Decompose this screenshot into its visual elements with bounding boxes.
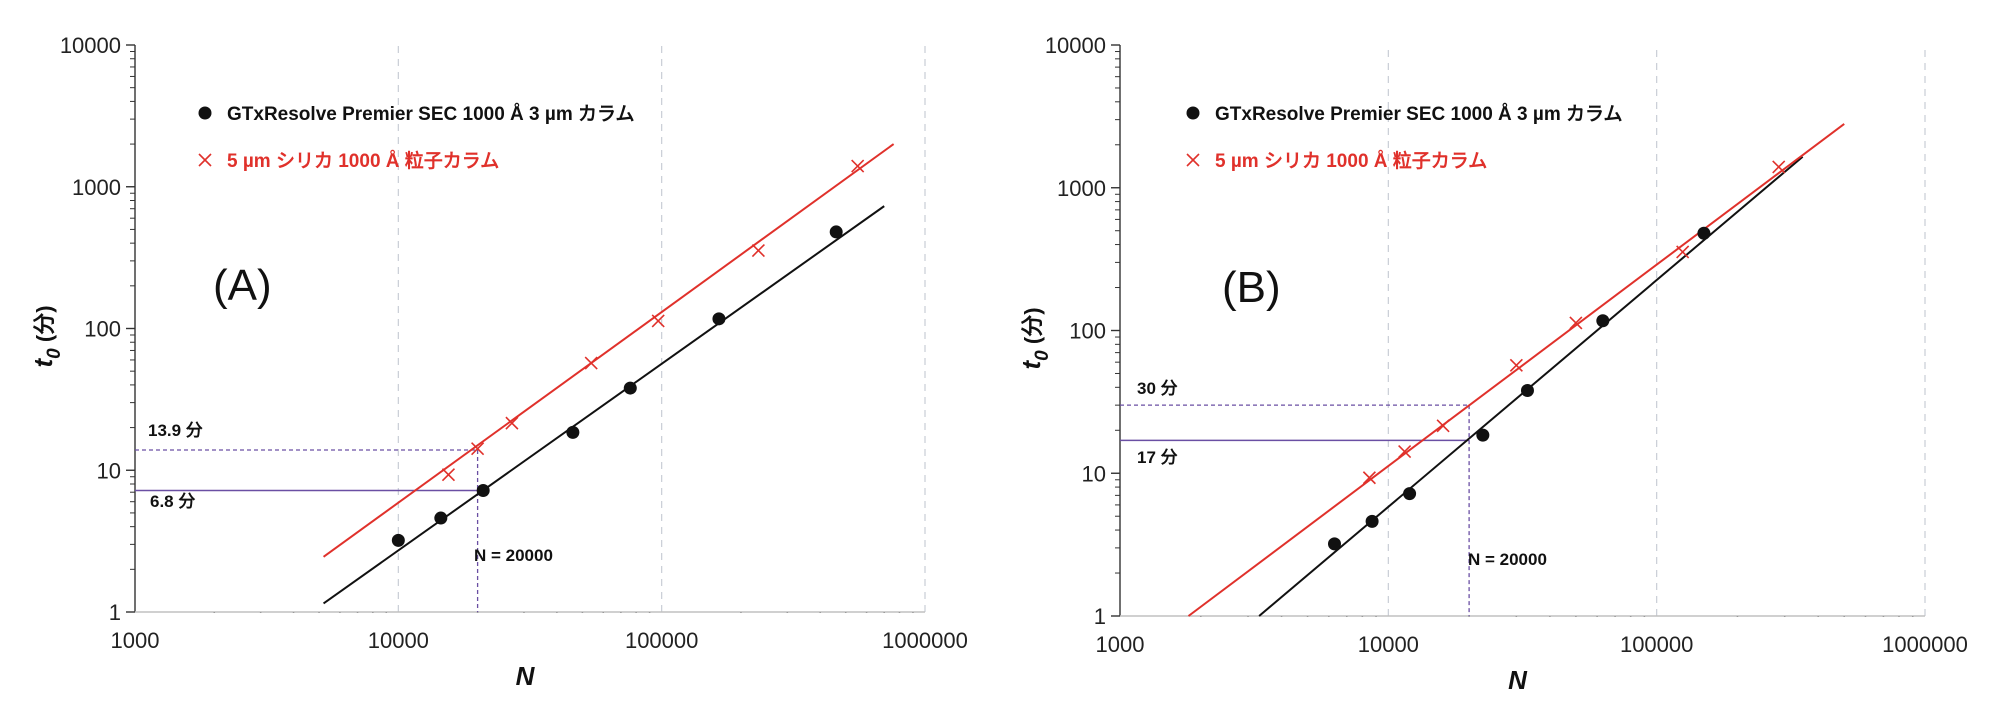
y-tick-label: 10000 [1045,33,1106,58]
data-point-gtx [1365,514,1379,528]
data-point-gtx [1403,487,1417,501]
x-tick-label: 100000 [625,628,698,653]
y-tick-label: 1 [109,600,121,625]
y-tick-label: 10000 [60,33,121,58]
data-point-silica [584,356,598,370]
data-point-silica [651,314,665,328]
data-point-gtx [712,312,726,326]
data-point-gtx [1476,428,1490,442]
data-point-silica [1398,444,1412,459]
data-point-gtx [1697,226,1711,240]
x-marker-stroke [441,468,456,482]
legend-marker-silica [1186,153,1200,167]
x-marker-stroke [1398,444,1412,459]
legend-label-silica: 5 µm シリカ 1000 Å 粒子カラム [1215,149,1487,172]
legend-label-silica: 5 µm シリカ 1000 Å 粒子カラム [227,149,499,172]
annotation-lower-label: 6.8 分 [150,492,195,511]
x-marker-stroke [584,356,598,370]
data-point-gtx [566,425,580,439]
data-point-silica [1772,160,1786,174]
data-point-silica [1362,471,1376,485]
data-point-gtx [434,511,448,525]
x-tick-label: 1000000 [1882,632,1968,657]
x-tick-label: 10000 [1358,632,1419,657]
data-point-gtx [829,225,843,239]
data-point-silica [1436,419,1450,433]
y-tick-label: 10 [1082,461,1106,486]
x-marker-stroke [1362,471,1376,485]
legend-label-gtx: GTxResolve Premier SEC 1000 Å 3 µm カラム [227,103,634,125]
data-point-gtx [1520,383,1534,397]
y-axis-title: t0 (分) [28,305,65,367]
y-axis-title: t0 (分) [1016,307,1053,369]
annotation-upper-label: 30 分 [1137,379,1178,398]
panel-b: 1 10 100 1000 10000 1000 10000 100000 1000000 Nt0… [1016,33,1968,695]
fit-line-silica [322,143,895,558]
x-marker-stroke [1436,419,1450,433]
x-marker-stroke [471,442,485,456]
x-marker-stroke [1772,160,1786,174]
data-point-silica [751,243,765,258]
legend: GTxResolve Premier SEC 1000 Å 3 µm カラム 5 … [198,103,634,172]
y-tick-label: 10 [97,458,121,483]
x-tick-label: 1000 [111,628,160,653]
x-tick-label: 1000 [1096,632,1145,657]
y-tick-label: 100 [84,317,121,342]
data-point-gtx [1596,314,1610,328]
legend-marker-gtx [1186,106,1200,120]
x-marker-stroke [751,243,765,258]
x-tick-label: 10000 [368,628,429,653]
legend-marker-silica [198,153,212,167]
x-tick-label: 1000000 [882,628,968,653]
legend: GTxResolve Premier SEC 1000 Å 3 µm カラム 5 … [1186,103,1622,172]
x-marker-stroke [1509,358,1523,372]
x-marker-stroke [851,159,865,173]
data-point-silica [1509,358,1523,372]
legend-label-gtx: GTxResolve Premier SEC 1000 Å 3 µm カラム [1215,103,1622,125]
data-point-silica [851,159,865,173]
annotation-lower-label: 17 分 [1137,448,1178,467]
legend-marker-gtx [198,106,212,120]
x-axis-title: N [1508,665,1528,695]
x-marker-stroke [505,416,519,430]
data-point-silica [1676,245,1690,259]
fit-line-silica [1187,123,1845,617]
y-tick-label: 100 [1069,319,1106,344]
x-marker-stroke [651,314,665,328]
x-tick-label: 100000 [1620,632,1693,657]
x-axis-title: N [516,661,536,691]
data-point-gtx [623,381,637,395]
data-point-silica [441,468,456,482]
data-point-silica [505,416,519,430]
data-point-silica [471,442,485,456]
panel-a: 1 10 100 1000 10000 1000 10000 100000 1000000 Nt0… [28,33,968,691]
data-point-gtx [391,533,405,547]
y-tick-label: 1000 [72,175,121,200]
x-marker-stroke [1569,316,1583,330]
data-point-gtx [476,483,490,497]
fit-line-gtx [322,205,885,605]
data-point-gtx [1327,537,1341,551]
annotation-upper-label: 13.9 分 [148,421,203,440]
y-tick-label: 1 [1094,604,1106,629]
data-point-silica [1569,316,1583,330]
annotation-n-label: N = 20000 [474,546,553,565]
y-tick-label: 1000 [1057,176,1106,201]
panel-label: (B) [1222,263,1281,312]
panel-label: (A) [213,261,272,310]
annotation-n-label: N = 20000 [1468,550,1547,569]
x-marker-stroke [1676,245,1690,259]
